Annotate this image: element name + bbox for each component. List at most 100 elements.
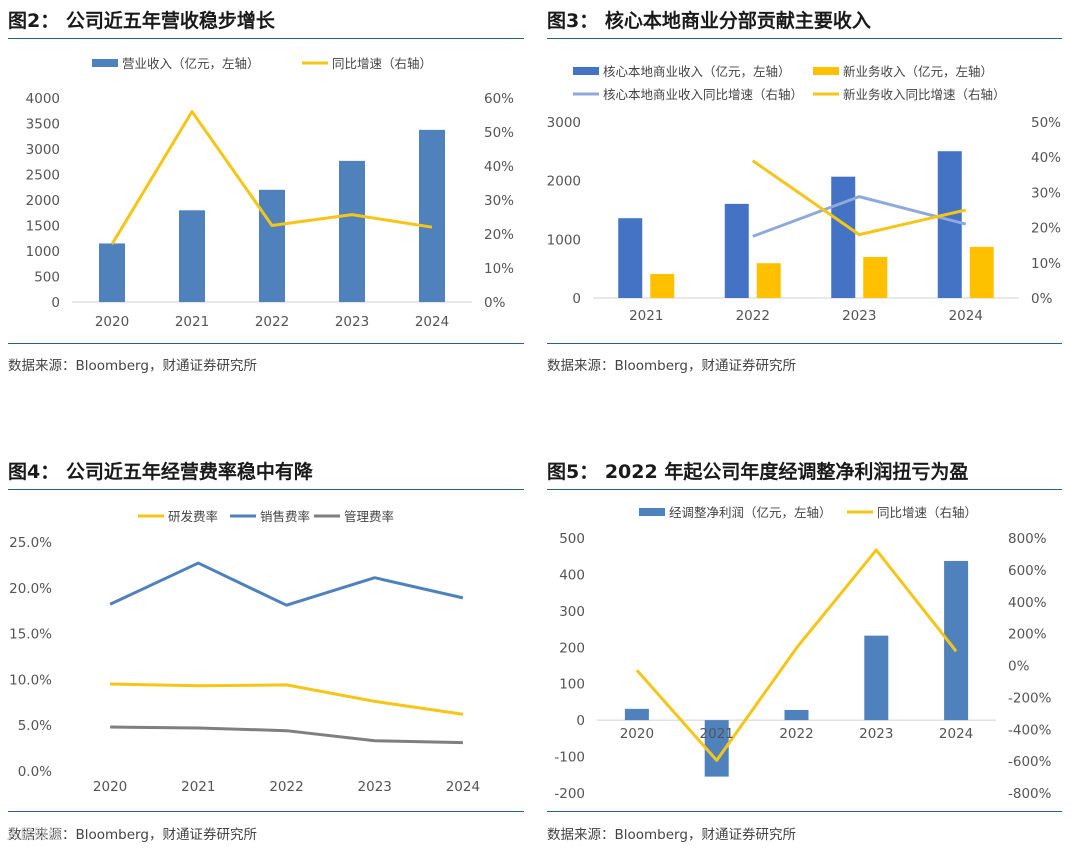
y-left-tick-label: 200 (559, 640, 585, 656)
series-line (635, 548, 958, 762)
y-right-tick-label: 0% (484, 295, 506, 311)
y-right-tick-label: 40% (1031, 150, 1061, 166)
bar (831, 176, 856, 298)
y-left-tick-label: 500 (559, 531, 585, 547)
y-left-tick-label: 3500 (26, 117, 60, 133)
y-left-tick-label: 0 (572, 291, 581, 307)
x-tick-label: 2024 (415, 314, 449, 330)
y-left-tick-label: 300 (559, 604, 585, 620)
legend-label: 销售费率 (260, 509, 310, 524)
y-left-tick-label: 500 (34, 270, 60, 286)
y-right-tick-label: 20% (484, 227, 514, 243)
y-left-tick-label: 3000 (547, 115, 581, 131)
y-left-tick-label: -100 (554, 750, 585, 766)
y-right-tick-label: 0% (1008, 659, 1030, 675)
panel-fig4: 图4： 公司近五年经营费率稳中有降 研发费率 销售费率 管理费率 0.0% 5.0% 10… (8, 457, 524, 853)
y-tick-label: 5.0% (18, 718, 52, 734)
y-right-tick-label: 50% (484, 125, 514, 141)
x-tick-label: 2023 (842, 308, 876, 324)
y-right-tick-label: 0% (1031, 291, 1053, 307)
panel-fig2: 图2： 公司近五年营收稳步增长 营业收入（亿元，左轴） 同比增速（右轴） 0 500 1… (8, 6, 524, 386)
legend-label: 核心本地商业收入同比增速（右轴） (603, 87, 803, 102)
y-right-tick-label: 800% (1008, 531, 1047, 547)
legend-label: 管理费率 (344, 509, 394, 524)
bar (937, 151, 962, 298)
source-note: 数据来源：Bloomberg，财通证券研究所 (547, 827, 796, 843)
y-left-tick-label: 100 (559, 677, 585, 693)
y-tick-label: 0.0% (18, 764, 52, 780)
source-note: 数据来源：Bloomberg，财通证券研究所 (547, 358, 796, 374)
title-rule (547, 489, 1062, 490)
legend-label: 经调整净利润（亿元，左轴） (669, 505, 832, 520)
y-right-tick-label: 60% (484, 91, 514, 107)
y-right-tick-label: -200% (1008, 690, 1052, 706)
y-right-tick-label: 20% (1031, 221, 1061, 237)
y-tick-label: 15.0% (9, 627, 52, 643)
title-rule (547, 38, 1062, 39)
x-tick-label: 2020 (95, 314, 129, 330)
source-note: 数据来源：Bloomberg，财通证券研究所 (8, 358, 257, 374)
bar (863, 256, 888, 298)
title-rule (8, 489, 524, 490)
y-left-tick-label: 1000 (547, 232, 581, 248)
y-left-tick-label: 3000 (26, 142, 60, 158)
y-tick-label: 10.0% (9, 672, 52, 688)
source-rule (8, 343, 524, 344)
y-right-tick-label: 10% (484, 261, 514, 277)
legend-label: 同比增速（右轴） (332, 56, 432, 71)
y-right-tick-label: 40% (484, 159, 514, 175)
bar (339, 160, 365, 302)
y-right-tick-label: 50% (1031, 115, 1061, 131)
source-rule (8, 811, 524, 812)
chart-adjusted-net-profit: 经调整净利润（亿元，左轴） 同比增速（右轴） -200 -100 0 100 200 300 4… (554, 505, 1052, 802)
x-tick-label: 2022 (255, 314, 289, 330)
legend-label: 核心本地商业收入（亿元，左轴） (603, 64, 791, 79)
y-left-tick-label: -200 (554, 786, 585, 802)
y-right-tick-label: -800% (1008, 786, 1052, 802)
bar (99, 243, 125, 302)
bar (259, 189, 285, 302)
x-tick-label: 2023 (859, 726, 893, 742)
x-tick-label: 2022 (269, 779, 303, 795)
bar (756, 263, 781, 298)
legend-label: 研发费率 (168, 509, 218, 524)
series-line (110, 682, 464, 716)
y-right-tick-label: 200% (1008, 627, 1047, 643)
x-tick-label: 2021 (700, 726, 734, 742)
y-right-tick-label: -600% (1008, 754, 1052, 770)
legend-swatch (639, 508, 665, 516)
y-left-tick-label: 0 (51, 295, 60, 311)
y-right-tick-label: 10% (1031, 256, 1061, 272)
y-left-tick-label: 1500 (26, 219, 60, 235)
y-right-tick-label: 30% (1031, 185, 1061, 201)
x-tick-label: 2022 (779, 726, 813, 742)
legend-swatch (92, 59, 118, 67)
bar (624, 708, 649, 721)
series-line (109, 561, 464, 607)
x-tick-label: 2020 (620, 726, 654, 742)
y-left-tick-label: 400 (559, 567, 585, 583)
series-line (110, 110, 433, 245)
x-tick-label: 2024 (446, 779, 480, 795)
legend-label: 新业务收入同比增速（右轴） (843, 87, 1006, 102)
y-left-tick-label: 2000 (547, 174, 581, 190)
source-rule (547, 343, 1062, 344)
bar (864, 635, 889, 721)
series-line (751, 159, 967, 237)
series-line (752, 195, 967, 238)
bar (724, 203, 749, 298)
y-left-tick-label: 1000 (26, 244, 60, 260)
chart-expense-ratios: 研发费率 销售费率 管理费率 0.0% 5.0% 10.0% 15.0% 20.0% 25.0%… (9, 509, 480, 795)
y-tick-label: 20.0% (9, 581, 52, 597)
y-left-tick-label: 0 (576, 713, 585, 729)
series-line (110, 725, 463, 745)
panel-fig5: 图5： 2022 年起公司年度经调整净利润扭亏为盈 经调整净利润（亿元，左轴） 同… (547, 457, 1062, 853)
x-tick-label: 2021 (629, 308, 663, 324)
y-right-tick-label: 600% (1008, 563, 1047, 579)
x-tick-label: 2023 (358, 779, 392, 795)
chart-revenue: 营业收入（亿元，左轴） 同比增速（右轴） 0 500 1000 1500 2000 2500 3… (26, 56, 515, 330)
bar (784, 709, 809, 721)
x-tick-label: 2022 (736, 308, 770, 324)
chart-segment-revenue: 核心本地商业收入（亿元，左轴） 新业务收入（亿元，左轴） 核心本地商业收入同比增速（… (547, 64, 1061, 324)
legend-label: 新业务收入（亿元，左轴） (843, 64, 993, 79)
